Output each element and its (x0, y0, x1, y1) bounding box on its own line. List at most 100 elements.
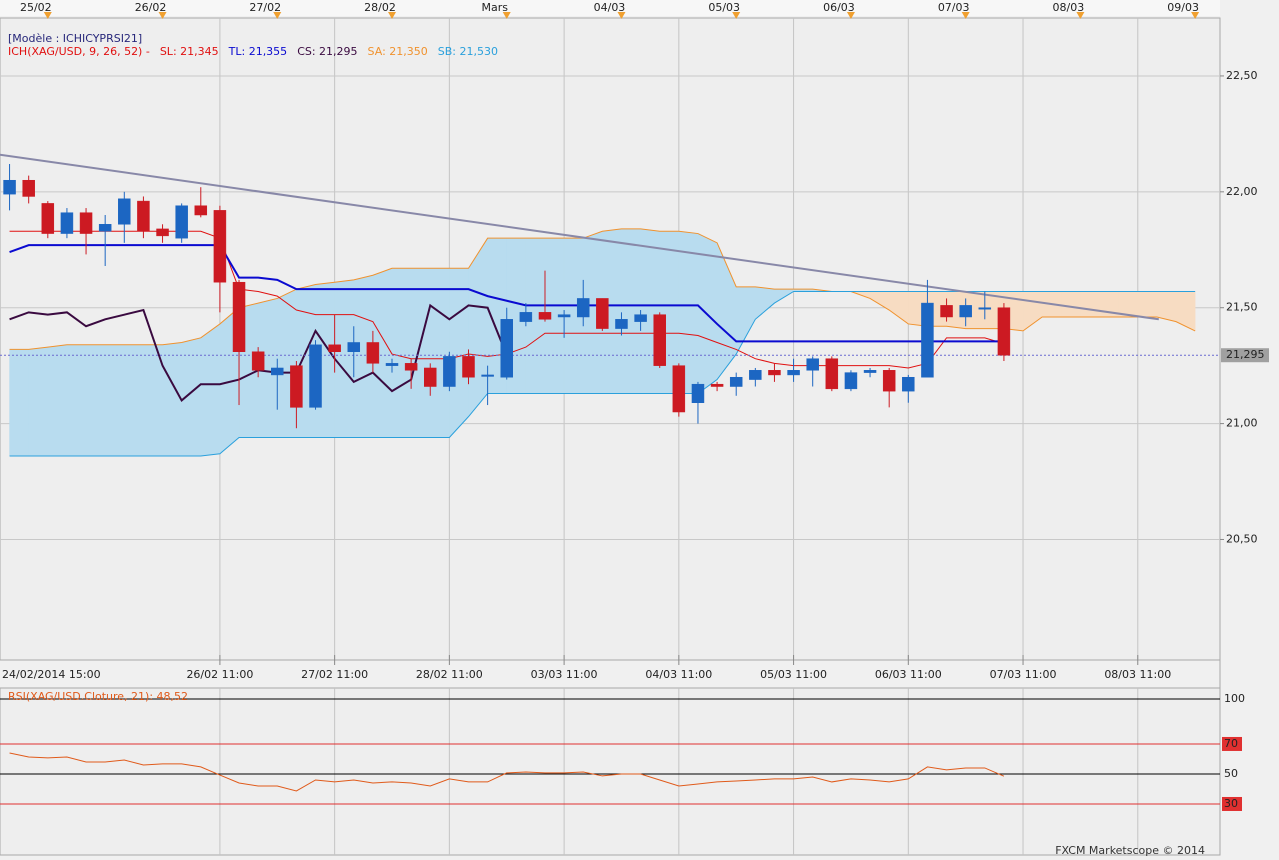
top-tick-label: 07/03 (938, 1, 970, 14)
legend-entry: CS: 21,295 (297, 45, 357, 58)
candle-body (3, 179, 16, 195)
legend-prefix: ICH(XAG/USD, 9, 26, 52) - (8, 45, 150, 58)
top-tick (388, 12, 397, 19)
y-tick-label: 100 (1224, 692, 1245, 705)
cloud (1061, 291, 1081, 318)
cloud (468, 237, 488, 418)
candle-body (997, 307, 1011, 356)
legend-entry: SA: 21,350 (368, 45, 428, 58)
candle-body (443, 356, 456, 387)
candle-body (137, 200, 150, 232)
candle-body (462, 356, 475, 378)
cloud (621, 228, 641, 394)
top-tick (1191, 12, 1200, 19)
top-tick (617, 12, 626, 19)
candle-body (729, 376, 743, 387)
cloud (66, 344, 87, 457)
cloud (410, 268, 431, 438)
candle-body (481, 374, 494, 377)
candle-body (806, 358, 819, 371)
x-tick-label: 26/02 11:00 (186, 668, 253, 681)
legend-entry: SB: 21,530 (438, 45, 498, 58)
top-tick-label: 06/03 (823, 1, 855, 14)
y-tick-label: 22,00 (1226, 185, 1258, 198)
candle-body (921, 302, 934, 378)
cloud (143, 344, 163, 457)
top-tick-label: 25/02 (20, 1, 52, 14)
x-tick-label: 28/02 11:00 (416, 668, 483, 681)
candle-body (175, 205, 188, 239)
top-tick-label: 05/03 (708, 1, 740, 14)
cloud (449, 268, 469, 439)
cloud (104, 344, 125, 457)
candle-body (79, 212, 93, 234)
cloud (391, 268, 412, 438)
candle-body (882, 370, 896, 392)
data (0, 153, 1220, 792)
y-tick-label: 21,00 (1226, 417, 1258, 430)
candle-body (60, 212, 74, 234)
top-tick (846, 12, 855, 19)
candle-body (156, 228, 169, 237)
candle-body (959, 305, 972, 318)
y-tick-box (1222, 736, 1242, 751)
legend-entry: TL: 21,355 (228, 45, 288, 58)
trendline (0, 153, 1159, 321)
x-tick-label: 07/03 11:00 (990, 668, 1057, 681)
top-tick-label: 04/03 (594, 1, 626, 14)
y-tick-label: 21,50 (1226, 301, 1258, 314)
candle-body (404, 363, 418, 371)
x-tick-label: 05/03 11:00 (760, 668, 827, 681)
candle-body (768, 370, 781, 376)
candle-body (118, 198, 131, 225)
candle-body (41, 203, 55, 234)
y-tick-box (1222, 796, 1242, 811)
x-tick-label: 27/02 11:00 (301, 668, 368, 681)
candle-body (672, 365, 686, 413)
x-tick-label: 03/03 11:00 (531, 668, 598, 681)
top-tick (273, 12, 282, 19)
y-tick-label: 50 (1224, 767, 1238, 780)
candle-body (576, 298, 590, 318)
cloud (28, 346, 49, 457)
candle-body (634, 314, 647, 322)
candle-body (710, 383, 724, 387)
candle-body (328, 344, 341, 352)
cloud (200, 323, 221, 457)
candle-body (347, 342, 361, 352)
footer: FXCM Marketscope © 2014 (1055, 844, 1205, 857)
rsi-title: RSI(XAG/USD.Cloture, 21): 48,52 (8, 690, 188, 703)
candle-body (978, 307, 992, 310)
candle-body (290, 365, 303, 408)
legend-entry: SL: 21,345 (160, 45, 219, 58)
candle-body (787, 370, 800, 376)
candle-body (98, 224, 112, 232)
ichimoku-line (9, 228, 1196, 350)
candle-body (519, 312, 533, 322)
y-tick-label: 20,50 (1226, 532, 1258, 545)
candle-body (366, 342, 380, 364)
cloud (1137, 291, 1158, 318)
cloud (1156, 291, 1177, 322)
top-tick-label: 08/03 (1053, 1, 1085, 14)
cloud (162, 342, 182, 457)
candle-body (424, 367, 437, 387)
candle-body (691, 383, 705, 403)
top-tick (43, 12, 52, 19)
y-tick-label: 70 (1224, 737, 1238, 750)
candle-body (557, 314, 571, 318)
top-tick (158, 12, 167, 19)
cloud (334, 279, 355, 438)
candle-body (863, 370, 877, 373)
cloud (9, 349, 29, 457)
ichimoku-line (9, 244, 1004, 343)
candle-body (825, 358, 839, 390)
x-tick-label: 06/03 11:00 (875, 668, 942, 681)
candle-body (615, 319, 628, 329)
legend-title: [Modèle : ICHICYPRSI21] (8, 32, 142, 45)
candle-body (385, 363, 399, 366)
candle-body (749, 370, 762, 380)
candle-body (500, 319, 513, 378)
